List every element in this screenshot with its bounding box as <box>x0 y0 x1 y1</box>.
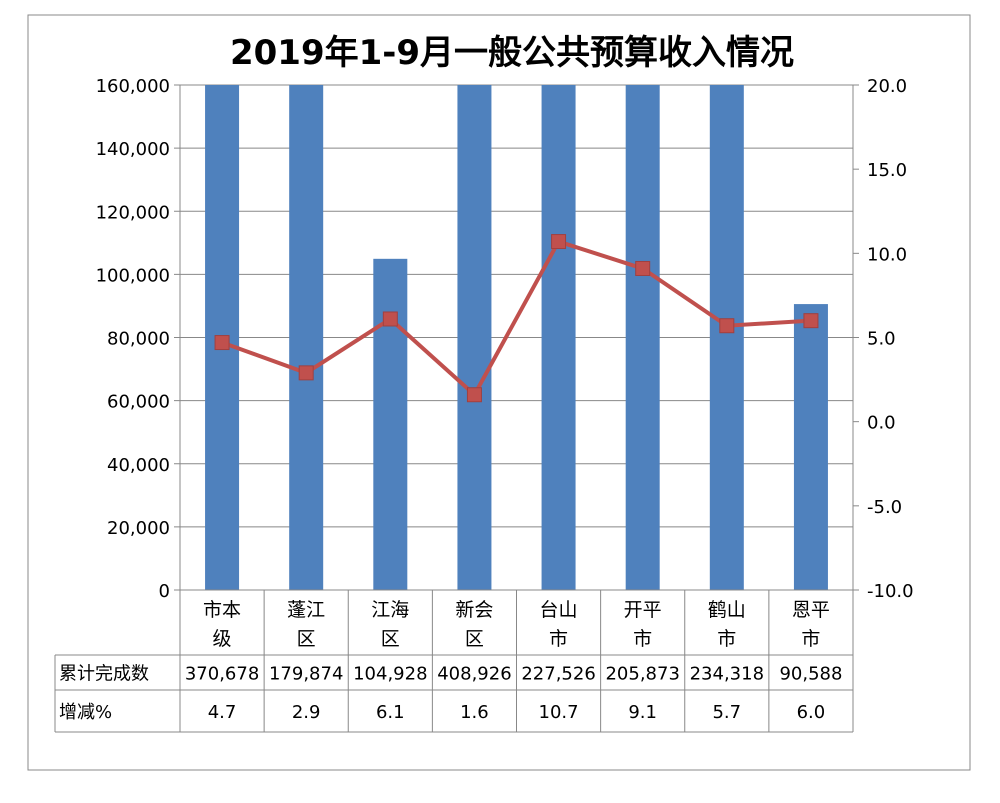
table-cell: 234,318 <box>690 664 764 685</box>
table-cell: 205,873 <box>605 664 679 685</box>
y-tick-label-right: 10.0 <box>867 244 907 265</box>
category-label-line2: 市 <box>549 628 568 650</box>
bar <box>373 258 408 590</box>
table-cell: 9.1 <box>628 702 657 723</box>
table-cell: 408,926 <box>437 664 511 685</box>
y-tick-label-left: 120,000 <box>96 202 170 223</box>
category-label-line1: 市本 <box>203 599 241 621</box>
y-tick-label-right: 5.0 <box>867 329 896 350</box>
category-label-line2: 市 <box>717 628 736 650</box>
bar <box>625 85 660 590</box>
category-label-line1: 江海 <box>371 599 409 621</box>
table-cell: 2.9 <box>292 702 321 723</box>
category-label-line1: 鹤山 <box>708 599 746 621</box>
y-tick-label-right: 0.0 <box>867 413 896 434</box>
table-cell: 179,874 <box>269 664 343 685</box>
table-cell: 1.6 <box>460 702 489 723</box>
y-tick-label-right: 20.0 <box>867 76 907 97</box>
y-tick-label-right: -5.0 <box>867 497 902 518</box>
y-tick-label-right: 15.0 <box>867 160 907 181</box>
line-marker <box>719 318 735 334</box>
table-cell: 4.7 <box>208 702 237 723</box>
line-marker <box>382 311 398 327</box>
line-marker <box>551 234 567 250</box>
y-tick-label-left: 140,000 <box>96 139 170 160</box>
category-label-line1: 台山 <box>540 599 578 621</box>
y-tick-label-left: 40,000 <box>107 455 170 476</box>
table-cell: 370,678 <box>185 664 259 685</box>
table-cell: 5.7 <box>712 702 741 723</box>
category-label-line2: 区 <box>465 628 484 650</box>
line-marker <box>298 365 314 381</box>
table-row-header: 增减% <box>59 702 112 723</box>
category-label-line2: 级 <box>213 628 232 650</box>
category-label-line2: 区 <box>381 628 400 650</box>
category-label-line1: 开平 <box>624 599 662 621</box>
table-cell: 104,928 <box>353 664 427 685</box>
y-tick-label-left: 100,000 <box>96 265 170 286</box>
category-label-line1: 新会 <box>455 599 493 621</box>
category-label-line2: 市 <box>633 628 652 650</box>
bar <box>793 304 828 590</box>
category-label-line2: 区 <box>297 628 316 650</box>
category-label-line2: 市 <box>801 628 820 650</box>
bar <box>541 85 576 590</box>
table-cell: 6.1 <box>376 702 405 723</box>
category-label-line1: 恩平 <box>792 599 830 621</box>
y-tick-label-left: 60,000 <box>107 392 170 413</box>
line-marker <box>214 335 230 351</box>
y-tick-label-right: -10.0 <box>867 581 914 602</box>
line-marker <box>466 387 482 403</box>
table-cell: 227,526 <box>521 664 595 685</box>
table-cell: 90,588 <box>779 664 842 685</box>
table-row-header: 累计完成数 <box>59 664 149 685</box>
chart-title: 2019年1-9月一般公共预算收入情况 <box>230 33 794 73</box>
bar <box>289 85 324 590</box>
y-tick-label-left: 80,000 <box>107 329 170 350</box>
series-line <box>221 239 812 398</box>
bar <box>709 85 744 590</box>
table-cell: 10.7 <box>539 702 579 723</box>
table-cell: 6.0 <box>797 702 826 723</box>
line-marker <box>635 260 651 276</box>
category-label-line1: 蓬江 <box>287 599 325 621</box>
line-marker <box>803 313 819 329</box>
y-tick-label-left: 160,000 <box>96 76 170 97</box>
bar <box>457 85 492 590</box>
y-tick-label-left: 0 <box>159 581 170 602</box>
y-tick-label-left: 20,000 <box>107 518 170 539</box>
